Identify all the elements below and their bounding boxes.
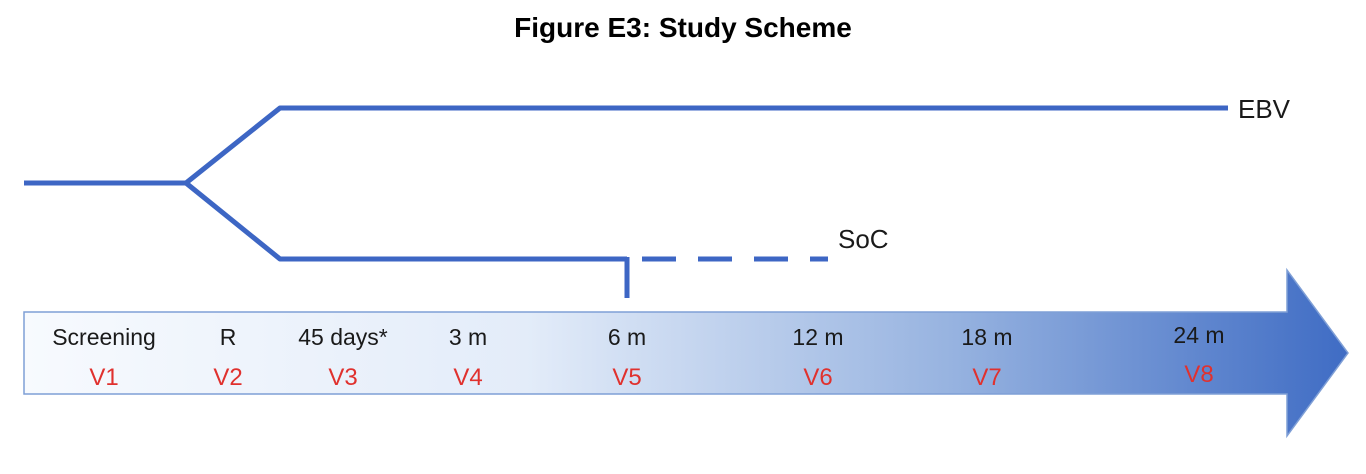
arm-lines xyxy=(24,105,1228,298)
timepoint-label: 12 m xyxy=(792,324,843,350)
visit-label: V7 xyxy=(972,364,1001,391)
timeline-arrow xyxy=(23,267,1349,439)
soc-arm-line xyxy=(184,181,627,262)
timepoint-label: 18 m xyxy=(961,324,1012,350)
visit-labels: V1 V2 V3 V4 V5 V6 V7 V8 xyxy=(89,361,1213,391)
visit-label: V1 xyxy=(89,364,118,391)
ebv-arm-line xyxy=(184,105,1228,185)
timepoint-label: 24 m xyxy=(1173,322,1224,348)
visit-label: V5 xyxy=(612,364,641,391)
visit-label: V6 xyxy=(803,364,832,391)
timepoint-label: 45 days* xyxy=(298,324,388,350)
visit-label: V4 xyxy=(453,364,482,391)
visit-label: V2 xyxy=(213,364,242,391)
timepoint-label: 6 m xyxy=(608,324,646,350)
ebv-arm-label: EBV xyxy=(1238,94,1291,124)
figure-title: Figure E3: Study Scheme xyxy=(514,12,852,43)
timepoint-label: 3 m xyxy=(449,324,487,350)
soc-arm-label: SoC xyxy=(838,224,889,254)
timepoint-label: Screening xyxy=(52,324,156,350)
timepoint-label: R xyxy=(220,324,237,350)
timepoint-labels: Screening R 45 days* 3 m 6 m 12 m 18 m 2… xyxy=(52,322,1224,350)
visit-label: V8 xyxy=(1184,361,1213,388)
visit-label: V3 xyxy=(328,364,357,391)
